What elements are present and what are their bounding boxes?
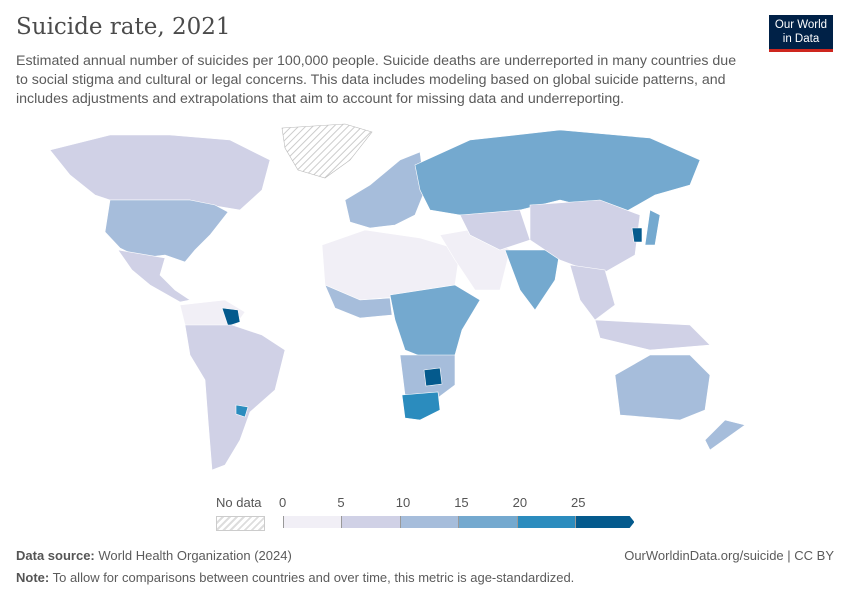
region-russia[interactable] <box>414 129 701 216</box>
legend-bin <box>458 516 518 528</box>
source-text: World Health Organization (2024) <box>98 548 292 563</box>
region-west-africa[interactable] <box>324 284 393 319</box>
legend-tick: 25 <box>571 495 586 510</box>
region-south-america[interactable] <box>184 324 286 471</box>
legend-tick: 5 <box>337 495 345 510</box>
region-central-asia[interactable] <box>459 209 531 251</box>
region-guyana-suriname[interactable] <box>221 307 241 327</box>
region-europe[interactable] <box>344 151 426 229</box>
legend-no-data-swatch <box>216 516 265 531</box>
region-china[interactable] <box>529 199 641 276</box>
legend-bin <box>516 516 576 528</box>
legend-bin <box>399 516 460 528</box>
logo-line1: Our World <box>774 19 828 31</box>
legend-tick: 10 <box>395 495 411 510</box>
region-indonesia[interactable] <box>594 319 711 351</box>
region-south-africa[interactable] <box>401 391 441 421</box>
region-india[interactable] <box>504 249 561 311</box>
legend-bin <box>283 516 343 528</box>
region-korea[interactable] <box>631 227 643 243</box>
source-label: Data source: <box>16 548 95 563</box>
world-map[interactable] <box>0 118 850 488</box>
region-zimbabwe[interactable] <box>423 367 443 387</box>
note-text: To allow for comparisons between countri… <box>52 570 575 585</box>
region-central-africa[interactable] <box>389 284 481 361</box>
region-greenland[interactable] <box>281 123 373 179</box>
legend-tick: 20 <box>512 495 528 510</box>
chart-subtitle: Estimated annual number of suicides per … <box>16 53 737 107</box>
region-new-zealand[interactable] <box>704 419 746 451</box>
legend-no-data-label: No data <box>216 495 262 510</box>
region-australia[interactable] <box>614 354 711 421</box>
note: Note: To allow for comparisons between c… <box>16 570 574 585</box>
color-legend: No data 0 5 10 15 20 25 <box>0 495 850 535</box>
owid-logo[interactable]: Our World in Data <box>769 15 833 52</box>
source-link[interactable]: OurWorldinData.org/suicide | CC BY <box>624 548 834 563</box>
region-usa[interactable] <box>104 199 229 263</box>
chart-title: Suicide rate, 2021 <box>16 14 231 40</box>
region-canada[interactable] <box>49 134 271 211</box>
data-source: Data source: World Health Organization (… <box>16 548 292 563</box>
legend-bin <box>341 516 401 528</box>
legend-tick: 0 <box>279 495 287 510</box>
region-japan[interactable] <box>644 209 661 246</box>
note-label: Note: <box>16 570 50 585</box>
region-mexico-central-america[interactable] <box>117 249 191 303</box>
region-southeast-asia[interactable] <box>569 264 616 321</box>
region-uruguay[interactable] <box>235 404 249 418</box>
logo-line2: in Data <box>782 33 820 45</box>
legend-tick: 15 <box>454 495 469 510</box>
legend-bin <box>575 516 635 528</box>
